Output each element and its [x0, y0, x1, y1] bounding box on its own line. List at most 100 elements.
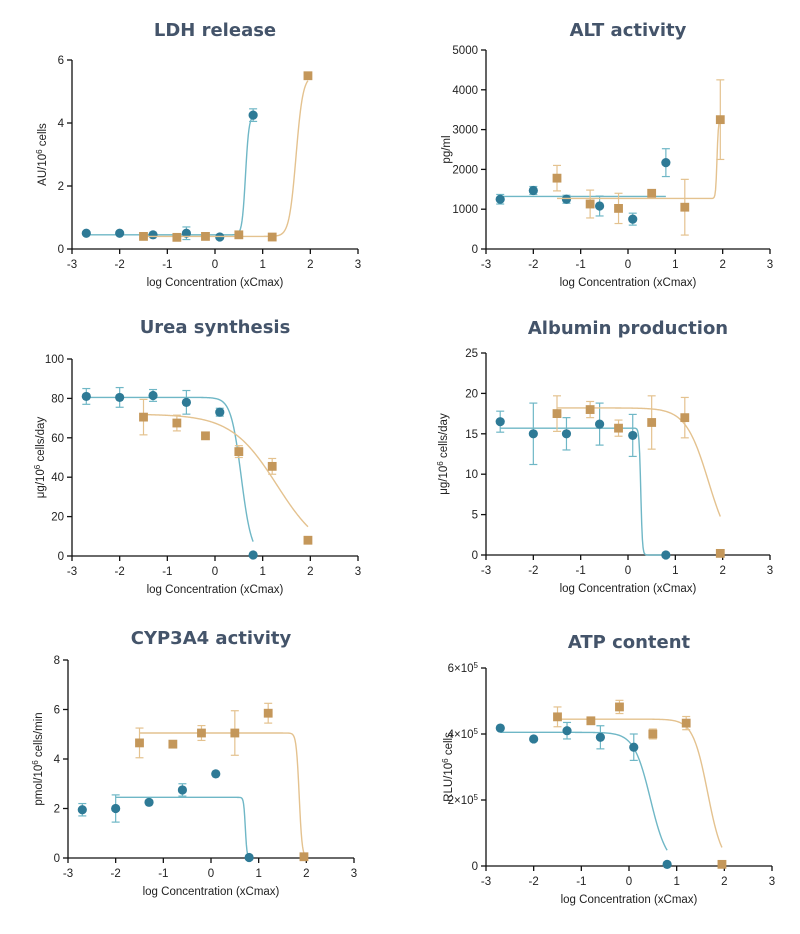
y-tick-label: 2 [58, 181, 64, 193]
blue-series-point [111, 803, 121, 814]
blue-series-point [628, 214, 638, 224]
tan-series-point [139, 232, 148, 241]
blue-series-fit-curve [86, 396, 254, 542]
x-tick-label: -3 [63, 868, 73, 880]
tan-series-point [647, 188, 657, 198]
tan-series-point [647, 418, 657, 427]
y-tick-label: 0 [472, 861, 478, 873]
tan-series-point [680, 413, 690, 423]
y-axis-label-suffix: cells [443, 732, 455, 758]
y-axis-label-text: AU/10 [37, 154, 49, 186]
y-axis-label-suffix: cells/min [33, 712, 45, 760]
chart-title: Albumin production [528, 318, 728, 339]
blue-series-fit-curve [500, 427, 666, 556]
x-axis-label: log Concentration (xCmax) [147, 277, 284, 289]
blue-series-point [495, 417, 505, 427]
blue-series-point [177, 785, 187, 795]
x-tick-label: 2 [719, 565, 725, 577]
y-tick-label: 20 [465, 388, 478, 400]
blue-series-point [115, 228, 125, 238]
tan-series-point [263, 708, 273, 718]
tan-series-point [552, 173, 562, 183]
tan-series-point [267, 461, 277, 471]
tan-series-point [303, 535, 313, 545]
tan-series-fit-curve [139, 732, 305, 854]
blue-series-point [81, 391, 91, 402]
tan-series-point [135, 738, 144, 748]
y-tick-label: 40 [51, 472, 64, 484]
y-axis-label-suffix: cells/day [35, 417, 47, 465]
x-tick-label: -1 [576, 259, 586, 271]
blue-series-point [629, 742, 639, 752]
panel-albumin-production: Albumin production -3 -2 -1 0 1 2 3 0 5 10 15 20 25 lo… [400, 310, 800, 621]
chart-ldh-release: LDH release -3 -2 -1 0 1 2 3 0 2 4 6 log Concentrati… [35, 20, 362, 289]
blue-series-point [211, 769, 221, 779]
x-tick-label: 1 [672, 565, 678, 577]
tan-series-point [267, 232, 277, 242]
tan-series-point [172, 232, 182, 242]
y-tick-label: 4000 [452, 85, 478, 97]
blue-series-point [495, 723, 505, 733]
tan-series-point [234, 230, 244, 240]
x-tick-label: 3 [351, 868, 357, 880]
x-tick-label: -2 [528, 565, 538, 577]
x-tick-label: 1 [259, 566, 265, 578]
y-axis-label-superscript: 6 [436, 461, 445, 466]
tan-series-point [614, 423, 623, 433]
y-axis-label-suffix: cells/day [438, 413, 450, 461]
y-tick-label: 6 [54, 705, 60, 717]
tan-series-point [234, 447, 244, 456]
panel-alt-activity: ALT activity -3 -2 -1 0 1 2 3 0 1000 2000 3000 4000 5… [400, 0, 800, 311]
y-tick-label: 3000 [452, 125, 478, 137]
tan-series-point [681, 718, 691, 728]
blue-series-point [595, 201, 605, 211]
chart-atp-content: ATP content -3 -2 -1 0 1 2 3 0 2×105 4×105 6×105 log… [441, 632, 776, 906]
blue-series-point [561, 194, 572, 204]
x-tick-label: 2 [303, 868, 309, 880]
blue-series-point [529, 734, 539, 744]
y-axis-label-superscript: 6 [31, 760, 40, 765]
x-tick-label: -2 [115, 259, 125, 271]
x-tick-label: -3 [481, 565, 491, 577]
blue-series-point [144, 797, 154, 807]
x-tick-label: 2 [721, 876, 727, 888]
x-tick-label: 2 [307, 259, 313, 271]
x-tick-label: 0 [625, 259, 631, 271]
x-tick-label: 1 [672, 259, 678, 271]
blue-series-point [661, 550, 671, 560]
y-tick-label: 6×105 [448, 661, 479, 676]
chart-title: Urea synthesis [140, 317, 291, 338]
y-tick-label: 5 [472, 510, 478, 522]
x-axis-label: log Concentration (xCmax) [147, 584, 284, 596]
tan-series-point [585, 199, 595, 209]
x-tick-label: -2 [529, 876, 539, 888]
x-tick-label: -1 [576, 565, 586, 577]
y-tick-label: 20 [51, 512, 64, 524]
x-tick-label: 1 [673, 876, 679, 888]
chart-title: ALT activity [570, 20, 687, 41]
y-axis-label-suffix: cells [37, 123, 49, 149]
y-tick-label: 25 [465, 348, 478, 360]
blue-series-point [215, 407, 225, 417]
x-tick-label: 0 [212, 566, 218, 578]
blue-series-point [115, 392, 125, 403]
chart-title: ATP content [568, 632, 691, 653]
blue-series-fit-curve [115, 796, 250, 858]
tan-series-point [303, 71, 313, 81]
panel-atp-content: ATP content -3 -2 -1 0 1 2 3 0 2×105 4×105 6×105 log… [400, 620, 800, 931]
blue-series-point [562, 726, 572, 736]
tan-series-point [139, 412, 148, 422]
tan-series-fit-curve [557, 407, 721, 517]
blue-series-point [248, 110, 258, 120]
x-tick-label: 0 [208, 868, 214, 880]
blue-series-point [81, 228, 91, 238]
blue-series-point [148, 390, 158, 401]
x-tick-label: -2 [528, 259, 538, 271]
tan-series-point [197, 728, 206, 738]
tan-series-point [201, 431, 210, 441]
tan-series-point [585, 405, 595, 414]
y-axis-label-text: μg/10 [35, 469, 47, 498]
chart-albumin-production: Albumin production -3 -2 -1 0 1 2 3 0 5 10 15 20 25 lo… [436, 318, 774, 595]
chart-alt-activity: ALT activity -3 -2 -1 0 1 2 3 0 1000 2000 3000 4000 5… [441, 20, 773, 289]
x-tick-label: 3 [355, 259, 361, 271]
